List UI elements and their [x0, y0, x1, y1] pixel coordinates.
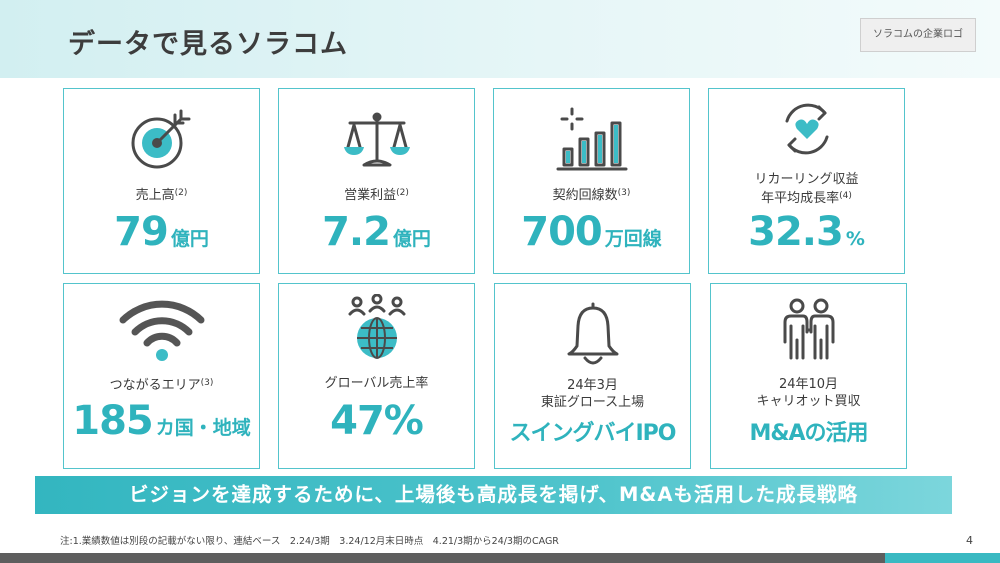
- wifi-icon: [119, 300, 204, 361]
- card-coverage-area: つながるエリア(3) 185 カ国・地域: [63, 283, 260, 469]
- card-value: M&Aの活用: [749, 421, 868, 446]
- header-band: [0, 0, 1000, 78]
- recurring-heart-icon: [785, 103, 828, 155]
- footnote: 注:1.業績数値は別段の記載がない限り、連結ベース 2.24/3期 3.24/1…: [60, 536, 559, 547]
- card-label: 契約回線数(3): [552, 188, 631, 203]
- logo-placeholder: ソラコムの企業ロゴ: [860, 18, 976, 52]
- card-value: 185 カ国・地域: [72, 398, 251, 444]
- card-label: 営業利益(2): [344, 188, 409, 203]
- card-value: 32.3%: [748, 209, 865, 255]
- card-revenue: 売上高(2) 79 億円: [63, 88, 260, 274]
- strategy-banner: ビジョンを達成するために、上場後も高成長を掲げ、M&Aも活用した成長戦略: [35, 476, 952, 514]
- globe-people-icon: [348, 294, 405, 359]
- page-title: データで見るソラコム: [68, 29, 348, 60]
- card-global-revenue: グローバル売上率 47%: [278, 283, 475, 469]
- card-label: 24年10月 キャリオット買収: [756, 377, 861, 409]
- card-value: 79 億円: [114, 209, 209, 255]
- footer-accent-bar: [885, 553, 1000, 563]
- page-number: 4: [966, 534, 973, 547]
- bell-icon: [567, 302, 618, 365]
- card-acquisition: 24年10月 キャリオット買収 M&Aの活用: [710, 283, 907, 469]
- target-icon: [131, 109, 190, 169]
- card-label: 24年3月 東証グロース上場: [540, 378, 645, 410]
- card-label: つながるエリア(3): [109, 378, 214, 393]
- card-ipo: 24年3月 東証グロース上場 スイングバイIPO: [494, 283, 691, 469]
- footer-bar: [0, 553, 885, 563]
- card-label: 売上高(2): [135, 188, 188, 203]
- card-value: 7.2 億円: [322, 209, 431, 255]
- scale-icon: [343, 112, 410, 167]
- card-value: スイングバイIPO: [509, 421, 676, 446]
- card-recurring-growth: リカーリング収益 年平均成長率(4) 32.3%: [708, 88, 905, 274]
- card-value: 47%: [330, 398, 424, 444]
- bar-chart-icon: [556, 107, 627, 171]
- card-value: 700 万回線: [521, 209, 662, 255]
- card-contract-lines: 契約回線数(3) 700 万回線: [493, 88, 690, 274]
- people-icon: [783, 298, 834, 360]
- card-label: リカーリング収益 年平均成長率(4): [754, 172, 859, 206]
- card-operating-profit: 営業利益(2) 7.2 億円: [278, 88, 475, 274]
- card-label: グローバル売上率: [324, 376, 429, 391]
